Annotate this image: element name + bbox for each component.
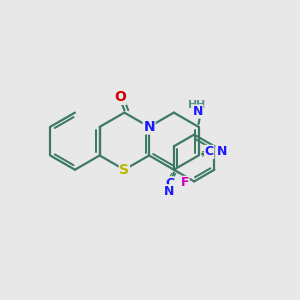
Text: C: C — [165, 177, 174, 190]
Text: C: C — [205, 146, 214, 158]
Text: N: N — [164, 185, 175, 198]
Text: H: H — [188, 100, 197, 110]
Text: N: N — [143, 120, 155, 134]
Text: N: N — [217, 146, 228, 158]
Text: H: H — [196, 100, 205, 110]
Text: O: O — [114, 90, 126, 104]
Text: N: N — [193, 105, 203, 118]
Text: S: S — [119, 163, 129, 177]
Text: F: F — [181, 176, 189, 189]
